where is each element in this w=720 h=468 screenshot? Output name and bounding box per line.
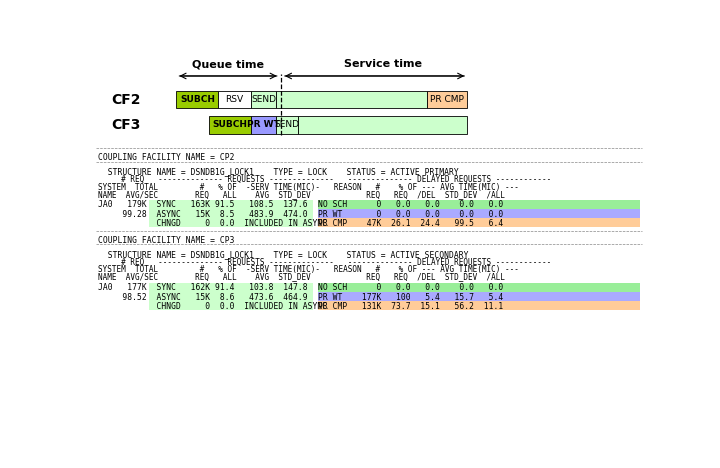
Text: SUBCH: SUBCH [180,95,215,104]
Text: NO SCH      0   0.0   0.0    0.0   0.0: NO SCH 0 0.0 0.0 0.0 0.0 [318,283,503,292]
Text: RSV: RSV [225,95,243,104]
Text: SEND: SEND [251,95,276,104]
Text: 99.28  ASYNC   15K  8.5   483.9  474.0: 99.28 ASYNC 15K 8.5 483.9 474.0 [99,210,308,219]
Text: Queue time: Queue time [192,59,264,69]
Text: NAME  AVG/SEC        REQ   ALL    AVG  STD_DEV            REQ   REQ  /DEL  STD_D: NAME AVG/SEC REQ ALL AVG STD_DEV REQ REQ… [99,190,505,199]
Text: Service time: Service time [344,59,422,69]
Text: CHNGD     0  0.0  INCLUDED IN ASYNC: CHNGD 0 0.0 INCLUDED IN ASYNC [99,302,328,311]
Text: CHNGD     0  0.0  INCLUDED IN ASYNC: CHNGD 0 0.0 INCLUDED IN ASYNC [99,219,328,228]
FancyBboxPatch shape [276,91,427,109]
Text: SUBCH: SUBCH [212,120,247,130]
FancyBboxPatch shape [318,200,639,209]
FancyBboxPatch shape [318,209,639,218]
FancyBboxPatch shape [251,91,276,109]
FancyBboxPatch shape [318,301,639,310]
Text: SEND: SEND [274,120,300,130]
FancyBboxPatch shape [176,91,218,109]
FancyBboxPatch shape [297,117,467,134]
Text: STRUCTURE NAME = DSNDB1G_LOCK1    TYPE = LOCK    STATUS = ACTIVE PRIMARY: STRUCTURE NAME = DSNDB1G_LOCK1 TYPE = LO… [99,167,459,176]
Text: PR CMP: PR CMP [430,95,464,104]
FancyBboxPatch shape [148,219,313,227]
FancyBboxPatch shape [148,301,313,310]
FancyBboxPatch shape [276,117,297,134]
FancyBboxPatch shape [218,91,251,109]
Text: PR CMP    47K  26.1  24.4   99.5   6.4: PR CMP 47K 26.1 24.4 99.5 6.4 [318,219,503,228]
Text: PR WT    177K   100   5.4   15.7   5.4: PR WT 177K 100 5.4 15.7 5.4 [318,292,503,302]
FancyBboxPatch shape [318,292,639,301]
Text: # REQ   -------------- REQUESTS --------------   -------------- DELAYED REQUESTS: # REQ -------------- REQUESTS ----------… [99,258,552,267]
Text: JA0   177K  SYNC   162K 91.4   103.8  147.8: JA0 177K SYNC 162K 91.4 103.8 147.8 [99,283,308,292]
FancyBboxPatch shape [148,283,313,292]
Text: PR WT       0   0.0   0.0    0.0   0.0: PR WT 0 0.0 0.0 0.0 0.0 [318,210,503,219]
Text: # REQ   -------------- REQUESTS --------------   -------------- DELAYED REQUESTS: # REQ -------------- REQUESTS ----------… [99,176,552,184]
Text: STRUCTURE NAME = DSNDB1G_LOCK1    TYPE = LOCK    STATUS = ACTIVE SECONDARY: STRUCTURE NAME = DSNDB1G_LOCK1 TYPE = LO… [99,250,469,259]
FancyBboxPatch shape [251,117,276,134]
Text: SYSTEM  TOTAL         #   % OF  -SERV TIME(MIC)-   REASON   #    % OF --- AVG TI: SYSTEM TOTAL # % OF -SERV TIME(MIC)- REA… [99,265,519,274]
FancyBboxPatch shape [318,283,639,292]
Text: PR WT: PR WT [247,120,280,130]
FancyBboxPatch shape [427,91,467,109]
Text: PR CMP   131K  73.7  15.1   56.2  11.1: PR CMP 131K 73.7 15.1 56.2 11.1 [318,302,503,311]
FancyBboxPatch shape [148,292,313,301]
FancyBboxPatch shape [318,219,639,227]
Text: NAME  AVG/SEC        REQ   ALL    AVG  STD_DEV            REQ   REQ  /DEL  STD_D: NAME AVG/SEC REQ ALL AVG STD_DEV REQ REQ… [99,272,505,282]
Text: CF3: CF3 [112,118,141,132]
Text: JA0   179K  SYNC   163K 91.5   108.5  137.6: JA0 179K SYNC 163K 91.5 108.5 137.6 [99,200,308,209]
Text: NO SCH      0   0.0   0.0    0.0   0.0: NO SCH 0 0.0 0.0 0.0 0.0 [318,200,503,209]
FancyBboxPatch shape [148,209,313,218]
Text: COUPLING FACILITY NAME = CP2: COUPLING FACILITY NAME = CP2 [99,153,235,162]
FancyBboxPatch shape [148,200,313,209]
FancyBboxPatch shape [209,117,251,134]
Text: CF2: CF2 [112,93,141,107]
Text: COUPLING FACILITY NAME = CP3: COUPLING FACILITY NAME = CP3 [99,236,235,245]
Text: SYSTEM  TOTAL         #   % OF  -SERV TIME(MIC)-   REASON   #    % OF --- AVG TI: SYSTEM TOTAL # % OF -SERV TIME(MIC)- REA… [99,183,519,191]
Text: 98.52  ASYNC   15K  8.6   473.6  464.9: 98.52 ASYNC 15K 8.6 473.6 464.9 [99,292,308,302]
